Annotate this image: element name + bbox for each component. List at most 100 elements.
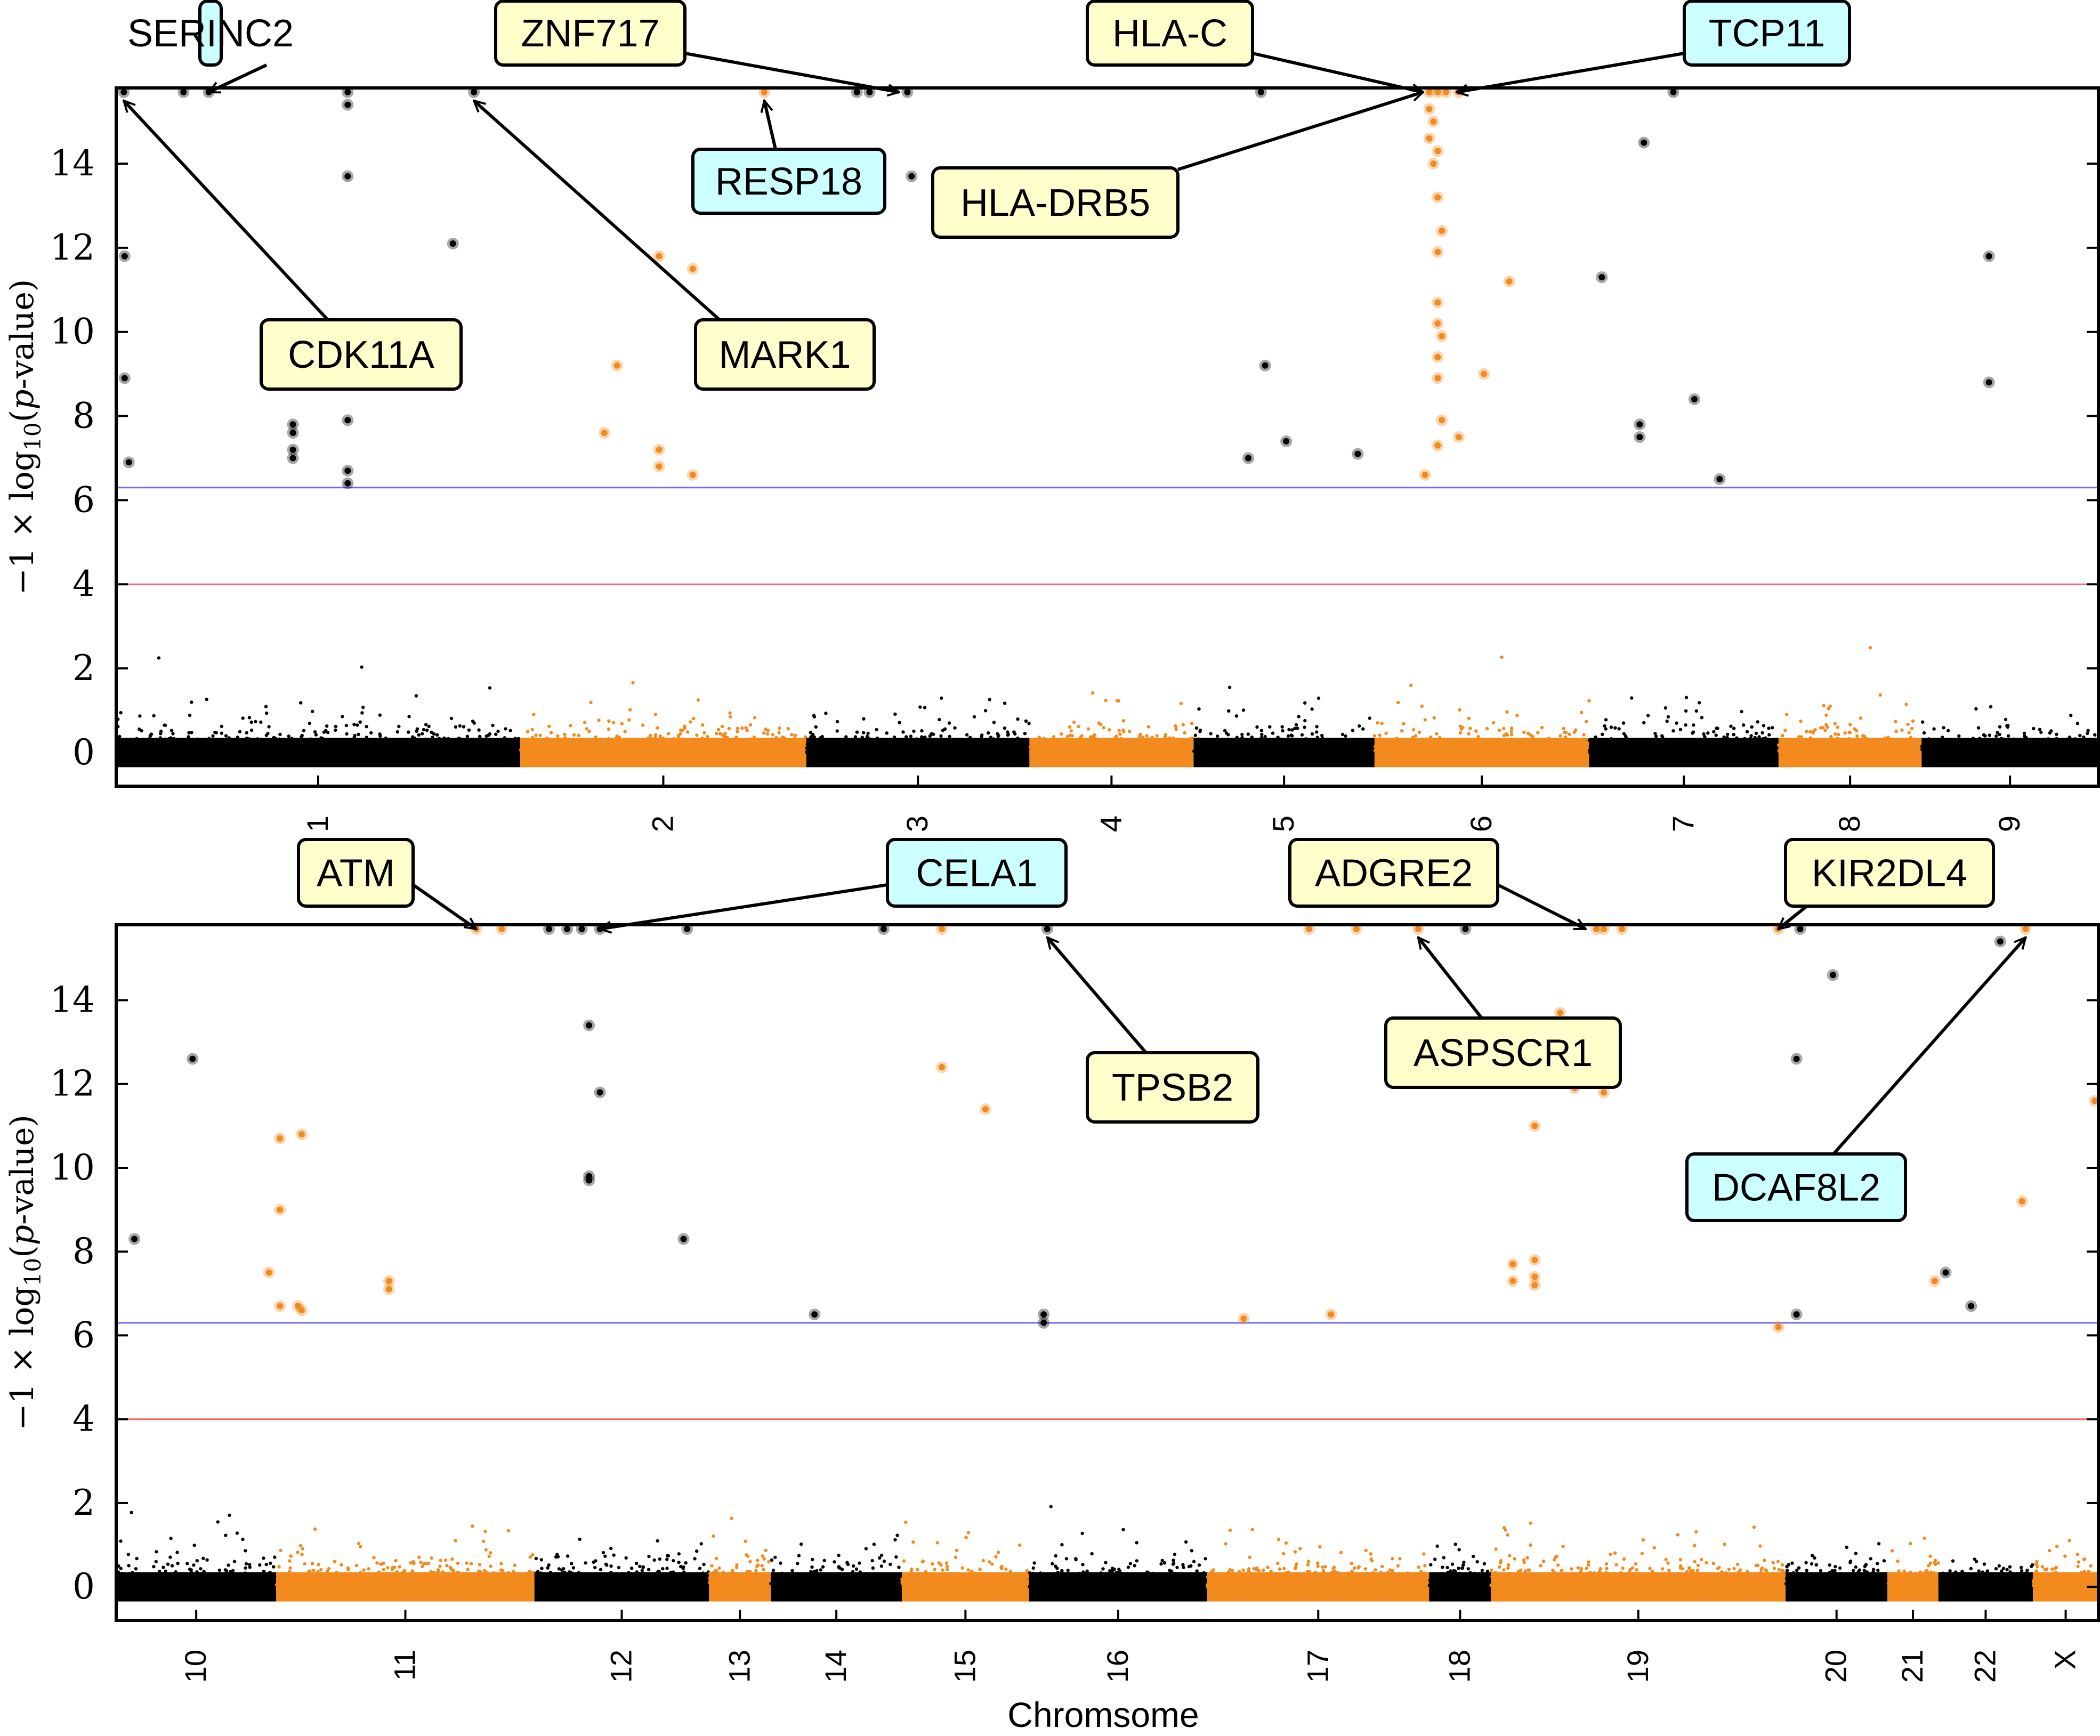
snp-point [187, 735, 190, 739]
snp-point [861, 731, 866, 734]
snp-point [254, 720, 257, 724]
snp-point [1460, 727, 1464, 731]
snp-point [266, 731, 270, 736]
snp-point [135, 1556, 139, 1561]
chromosome-label: 1 [301, 815, 334, 832]
snp-point [334, 728, 337, 732]
snp-point [220, 724, 224, 729]
snp-point [1785, 713, 1789, 716]
snp-point [1227, 685, 1232, 689]
snp-point [658, 734, 663, 738]
snp-point [249, 728, 254, 732]
snp-point [308, 721, 311, 725]
snp-point [397, 724, 401, 729]
snp-point [201, 1556, 205, 1560]
snp-point [2032, 726, 2036, 731]
snp-point [1023, 732, 1027, 736]
snp-point [1663, 706, 1668, 710]
y-tick-label: 4 [72, 563, 95, 604]
snp-point [1281, 729, 1285, 733]
y-tick-label: 2 [72, 648, 95, 689]
snp-point [1174, 724, 1178, 729]
snp-point [224, 734, 228, 738]
snp-point [1016, 717, 1020, 721]
snp-point [1822, 704, 1826, 707]
snp-point [269, 1561, 272, 1565]
snp-point [435, 733, 439, 737]
significant-point [1434, 194, 1441, 201]
snp-point [736, 726, 740, 730]
significant-point [866, 88, 873, 95]
snp-point [127, 1564, 131, 1568]
snp-point [1509, 730, 1513, 733]
significant-point [1245, 455, 1251, 462]
snp-point [1805, 730, 1808, 733]
snp-point [1024, 719, 1028, 723]
snp-point [1190, 722, 1194, 725]
snp-point [1280, 725, 1284, 729]
significant-point [1691, 396, 1698, 402]
snp-point [134, 1567, 138, 1571]
snp-point [1193, 733, 1198, 737]
snp-point [762, 731, 766, 735]
snp-point [430, 730, 433, 734]
snp-point [1310, 707, 1314, 711]
snp-point [262, 1556, 265, 1560]
snp-point [1068, 725, 1072, 729]
snp-point [1227, 709, 1231, 713]
snp-point [893, 712, 897, 716]
snp-point [909, 734, 913, 738]
snp-point [1848, 723, 1852, 726]
snp-point [1376, 721, 1379, 725]
snp-point [1754, 731, 1758, 736]
snp-point [1671, 729, 1675, 733]
snp-point [220, 731, 223, 735]
snp-point [628, 708, 632, 712]
snp-point [369, 731, 373, 735]
snp-point [1420, 704, 1424, 708]
snp-point [748, 723, 753, 727]
snp-point [487, 733, 490, 737]
significant-point [689, 265, 696, 272]
significant-point [908, 173, 915, 180]
snp-point [1585, 720, 1588, 723]
snp-point [313, 730, 317, 734]
snp-point [264, 705, 268, 708]
snp-point [715, 732, 718, 736]
significant-point [1430, 118, 1437, 125]
snp-point [1642, 721, 1646, 725]
highlighted-points-1 [118, 86, 1995, 489]
snp-point [398, 1565, 401, 1569]
snp-point [1086, 727, 1091, 731]
snp-point [1823, 729, 1827, 732]
snp-point [534, 733, 538, 737]
snp-point [1762, 724, 1766, 728]
significant-point [1455, 434, 1462, 440]
snp-point [1716, 726, 1719, 730]
snp-point [1630, 696, 1634, 700]
significant-point [125, 459, 132, 466]
snp-point [1198, 730, 1202, 733]
snp-point [901, 730, 905, 734]
snp-point [1432, 716, 1436, 720]
snp-point [466, 1568, 470, 1571]
snp-point [407, 715, 411, 718]
snp-point [395, 730, 399, 734]
snp-point [496, 729, 500, 733]
significant-point [656, 463, 663, 470]
snp-point [1209, 732, 1213, 736]
snp-point [1742, 723, 1746, 727]
significant-point [1598, 274, 1605, 281]
snp-point [417, 733, 421, 737]
snp-point [1268, 725, 1272, 729]
snp-point [1617, 727, 1621, 731]
snp-point [589, 700, 593, 705]
annotation-arrow [124, 101, 329, 321]
snp-point [449, 1568, 454, 1571]
snp-point [487, 1554, 491, 1559]
annotation-arrow [474, 101, 721, 321]
snp-point [740, 726, 744, 730]
snp-point [1729, 724, 1733, 728]
